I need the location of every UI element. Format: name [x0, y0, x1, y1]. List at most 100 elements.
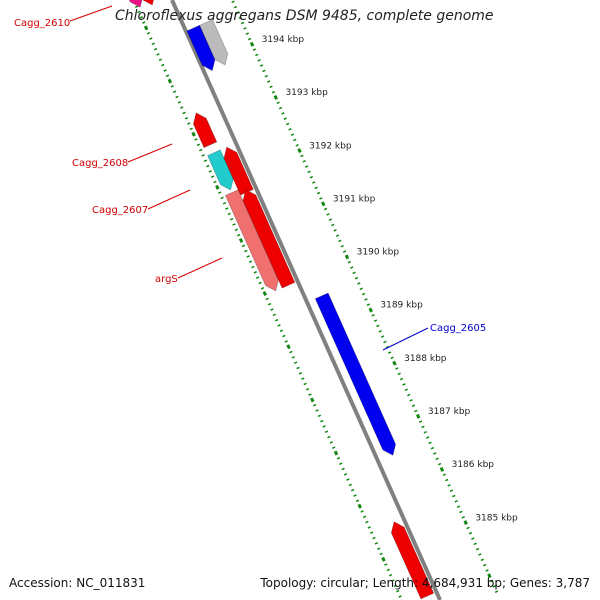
- tick-mark-left: [167, 78, 173, 84]
- tick-mark-right: [364, 298, 368, 301]
- tick-mark-right: [307, 170, 311, 174]
- tick-label: 3193 kbp: [285, 88, 328, 98]
- gene-label[interactable]: argS: [155, 274, 178, 285]
- tick-mark-left: [227, 212, 231, 216]
- tick-mark-left: [251, 265, 255, 269]
- tick-mark-left: [237, 233, 241, 237]
- tick-mark-right: [266, 80, 271, 83]
- gene-arrow-g-salmon-1[interactable]: [224, 189, 279, 292]
- gene-arrow-g-blue-1[interactable]: [186, 24, 216, 72]
- tick-mark-left: [391, 579, 395, 582]
- tick-mark-left: [315, 409, 319, 412]
- tick-mark-left: [341, 467, 345, 471]
- tick-mark-right: [236, 11, 240, 14]
- gene-arrow-g-red-1[interactable]: [192, 112, 218, 149]
- tick-mark-left: [201, 154, 205, 157]
- tick-mark-left: [322, 425, 326, 428]
- tick-mark-left: [369, 531, 374, 535]
- tick-mark-left: [139, 15, 144, 19]
- gene-arrow-g-grey-1[interactable]: [199, 19, 229, 66]
- tick-mark-left: [343, 472, 348, 476]
- tick-mark-left: [191, 131, 196, 137]
- tick-mark-right: [371, 314, 375, 317]
- tick-mark-left: [265, 297, 269, 301]
- tick-mark-left: [365, 520, 369, 524]
- tick-mark-right: [395, 367, 399, 370]
- tick-mark-left: [187, 122, 191, 125]
- tick-mark-right: [335, 234, 340, 237]
- tick-mark-left: [177, 100, 182, 104]
- tick-mark-right: [257, 58, 261, 62]
- tick-mark-right: [262, 69, 266, 73]
- tick-mark-right: [359, 287, 363, 291]
- tick-mark-right: [354, 276, 359, 280]
- tick-mark-left: [270, 308, 274, 311]
- gene-arrow-g-red-3[interactable]: [242, 189, 296, 289]
- tick-mark-left: [253, 271, 257, 274]
- tick-mark-right: [243, 27, 247, 30]
- tick-mark-left: [367, 526, 371, 529]
- tick-mark-right: [283, 117, 287, 121]
- tick-mark-right: [437, 462, 442, 466]
- tick-mark-left: [210, 175, 215, 178]
- tick-mark-left: [267, 302, 272, 306]
- tick-mark-right: [304, 165, 309, 168]
- tick-mark-right: [316, 191, 321, 195]
- tick-mark-right: [233, 5, 238, 9]
- tick-mark-right: [373, 319, 378, 322]
- backbone-line: [170, 0, 442, 600]
- tick-mark-left: [220, 196, 224, 200]
- gene-arrow-g-red-top[interactable]: [136, 0, 155, 6]
- tick-mark-right: [255, 53, 259, 57]
- tick-mark-left: [156, 53, 160, 56]
- gene-arrow-g-red-2[interactable]: [223, 146, 254, 196]
- gene-arrow-g-red-4[interactable]: [390, 521, 435, 600]
- tick-mark-right: [361, 292, 366, 296]
- tick-mark-left: [184, 116, 189, 120]
- label-leader: [127, 143, 173, 163]
- tick-mark-right: [428, 441, 432, 445]
- tick-mark-left: [244, 249, 248, 253]
- tick-mark-right: [463, 520, 468, 526]
- tick-mark-left: [142, 21, 146, 24]
- backbone: [170, 0, 442, 600]
- tick-mark-right: [388, 351, 392, 354]
- tick-label: 3189 kbp: [380, 301, 423, 311]
- tick-mark-right: [326, 213, 330, 216]
- tick-mark-right: [290, 133, 295, 136]
- tick-mark-right: [302, 159, 306, 163]
- tick-mark-left: [282, 334, 286, 338]
- tick-mark-right: [454, 500, 458, 503]
- tick-mark-right: [447, 484, 451, 487]
- tick-mark-left: [377, 547, 381, 550]
- tick-mark-right: [414, 409, 418, 413]
- tick-label: 3194 kbp: [262, 35, 305, 45]
- tick-mark-right: [357, 282, 361, 285]
- gene-arrow-g-pink-top[interactable]: [126, 0, 143, 8]
- gene-arrow-g-blue-2[interactable]: [314, 292, 397, 456]
- gene-label[interactable]: Cagg_2608: [72, 158, 128, 169]
- gene-label[interactable]: Cagg_2607: [92, 205, 148, 216]
- tick-mark-right: [418, 420, 423, 423]
- tick-mark-right: [490, 579, 494, 583]
- tick-mark-right: [487, 573, 492, 579]
- gene-label[interactable]: Cagg_2610: [14, 18, 70, 29]
- tick-mark-left: [222, 201, 227, 205]
- tick-mark-right: [240, 21, 245, 25]
- gene-label[interactable]: Cagg_2605: [430, 323, 486, 334]
- tick-mark-right: [350, 266, 354, 269]
- label-leader: [382, 327, 429, 351]
- tick-mark-left: [291, 356, 295, 359]
- tick-mark-right: [392, 360, 397, 366]
- tick-mark-right: [402, 383, 406, 386]
- tick-mark-left: [256, 276, 260, 279]
- tick-mark-left: [384, 563, 388, 566]
- tick-mark-left: [379, 552, 383, 556]
- tick-mark-right: [480, 558, 484, 562]
- tick-mark-left: [329, 441, 333, 444]
- tick-mark-left: [333, 450, 339, 456]
- tick-mark-right: [300, 154, 304, 158]
- tick-mark-right: [352, 271, 356, 275]
- tick-mark-left: [134, 5, 139, 8]
- tick-mark-right: [238, 16, 242, 20]
